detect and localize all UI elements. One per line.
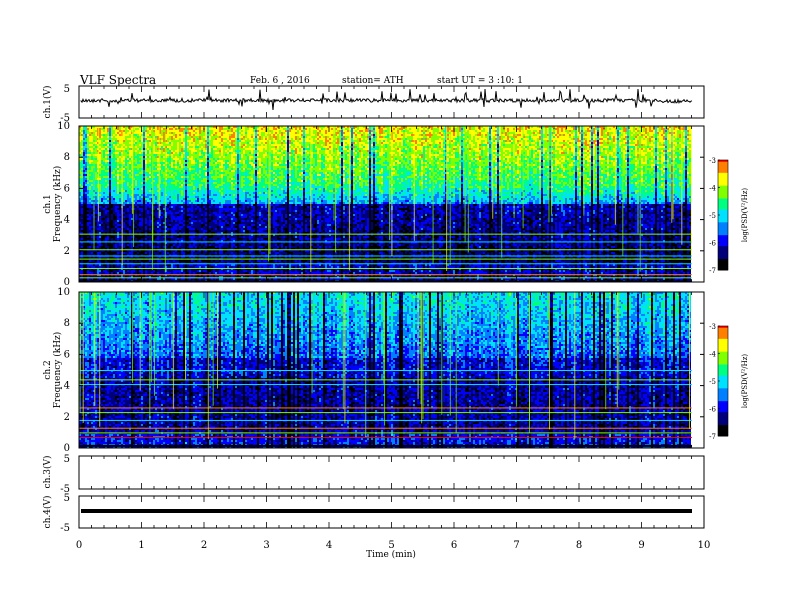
x-tick-label: 10 — [698, 540, 711, 551]
x-tick-label: 6 — [451, 540, 457, 551]
colorbar-label: log(PSD(V²/Hz) — [741, 354, 749, 409]
colorbar-tick-label: -5 — [709, 378, 716, 386]
colorbar-tick-label: -3 — [709, 323, 716, 331]
ch2-spec-ylabel: ch.2 — [43, 360, 53, 379]
ch1-ytick-top: 5 — [64, 84, 70, 95]
ch2-colorbar: -3 -4 -5 -6 -7 log(PSD(V²/Hz) — [709, 323, 749, 441]
x-tick-label: 8 — [576, 540, 582, 551]
x-axis-label: Time (min) — [366, 549, 416, 560]
colorbar-tick-label: -3 — [709, 157, 716, 165]
date-label: Feb. 6 , 2016 — [250, 76, 310, 86]
ch4-ytick-top: 5 — [64, 493, 70, 504]
x-tick-label: 9 — [638, 540, 644, 551]
ch1-ylabel: ch.1(V) — [42, 86, 53, 119]
spec-ytick-label: 6 — [64, 349, 70, 360]
figure-title: VLF Spectra — [79, 73, 156, 87]
station-label: station= ATH — [342, 76, 404, 86]
ch2-spectrogram-panel: 0 2 4 6 8 10 ch.2 Frequency (kHz) — [43, 287, 704, 454]
ch4-ytick-bottom: -5 — [60, 523, 70, 534]
ch4-ylabel: ch.4(V) — [42, 496, 53, 529]
x-tick-label: 3 — [263, 540, 269, 551]
x-tick-label: 0 — [76, 540, 82, 551]
ch1-colorbar: -3 -4 -5 -6 -7 log(PSD(V²/Hz) — [709, 157, 749, 275]
vlf-spectra-figure: VLF Spectra Feb. 6 , 2016 station= ATH s… — [0, 0, 792, 612]
ch2-spec-ylabel-freq: Frequency (kHz) — [52, 332, 63, 409]
spec-ytick-label: 10 — [57, 287, 70, 298]
x-tick-label: 2 — [201, 540, 207, 551]
spec-ytick-label: 2 — [64, 246, 70, 257]
colorbar-tick-label: -4 — [709, 185, 716, 193]
ch3-ylabel: ch.3(V) — [42, 456, 53, 489]
spec-ytick-label: 10 — [57, 121, 70, 132]
ch2-spectrogram-image — [79, 292, 704, 448]
ch3-ytick-top: 5 — [64, 454, 70, 465]
ch1-spec-ylabel: ch.1 — [43, 194, 53, 213]
colorbar-tick-label: -7 — [709, 267, 716, 275]
colorbar-tick-label: -6 — [709, 240, 716, 248]
spec-ytick-label: 8 — [64, 318, 70, 329]
ch1-spectrogram-image — [79, 126, 704, 282]
start-time-label: start UT = 3 :10: 1 — [437, 76, 523, 86]
colorbar-tick-label: -5 — [709, 212, 716, 220]
spec-ytick-label: 2 — [64, 412, 70, 423]
colorbar-tick-label: -6 — [709, 406, 716, 414]
spec-ytick-label: 0 — [64, 443, 70, 454]
spec-ytick-label: 6 — [64, 183, 70, 194]
x-tick-label: 1 — [138, 540, 144, 551]
spec-ytick-label: 8 — [64, 152, 70, 163]
spec-ytick-label: 4 — [64, 215, 70, 226]
x-tick-label: 4 — [326, 540, 332, 551]
colorbar-tick-label: -4 — [709, 351, 716, 359]
x-tick-label: 7 — [513, 540, 519, 551]
colorbar-tick-label: -7 — [709, 433, 716, 441]
colorbar-label: log(PSD(V²/Hz) — [741, 188, 749, 243]
spec-ytick-label: 4 — [64, 381, 70, 392]
ch1-spec-ylabel-freq: Frequency (kHz) — [52, 166, 63, 243]
